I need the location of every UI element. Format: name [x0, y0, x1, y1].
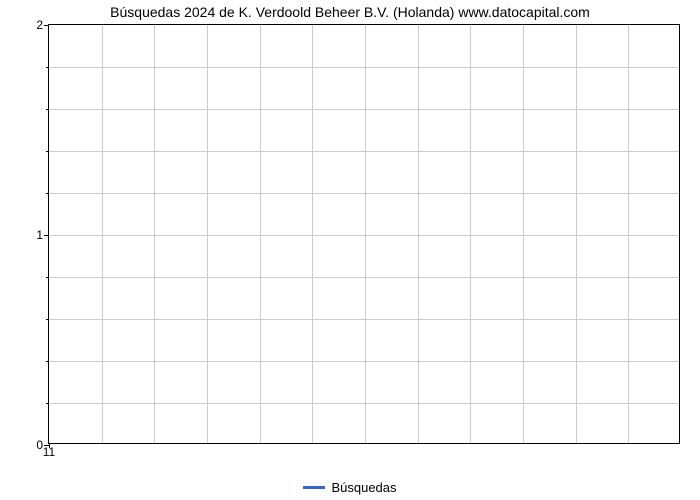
gridline-vertical — [102, 25, 103, 443]
y-minor-tick-mark — [46, 67, 49, 68]
y-minor-tick-mark — [46, 193, 49, 194]
gridline-horizontal — [49, 361, 679, 362]
y-minor-tick-mark — [46, 361, 49, 362]
x-tick-mark — [49, 443, 50, 448]
y-minor-tick-mark — [46, 277, 49, 278]
gridline-vertical — [154, 25, 155, 443]
gridline-vertical — [418, 25, 419, 443]
gridline-horizontal — [49, 193, 679, 194]
chart-title: Búsquedas 2024 de K. Verdoold Beheer B.V… — [0, 4, 700, 20]
gridline-horizontal — [49, 403, 679, 404]
gridline-vertical — [260, 25, 261, 443]
legend-swatch-busquedas — [303, 486, 325, 489]
y-minor-tick-mark — [46, 319, 49, 320]
gridline-vertical — [523, 25, 524, 443]
gridline-horizontal — [49, 109, 679, 110]
gridline-vertical — [207, 25, 208, 443]
y-minor-tick-mark — [46, 403, 49, 404]
y-tick-mark — [44, 25, 49, 26]
y-minor-tick-mark — [46, 151, 49, 152]
gridline-vertical — [470, 25, 471, 443]
plot-area: 01211 — [48, 24, 680, 444]
gridline-horizontal — [49, 67, 679, 68]
gridline-vertical — [312, 25, 313, 443]
gridline-horizontal — [49, 277, 679, 278]
legend-label-busquedas: Búsquedas — [331, 480, 396, 495]
y-minor-tick-mark — [46, 109, 49, 110]
gridline-horizontal — [49, 319, 679, 320]
gridline-vertical — [365, 25, 366, 443]
gridline-vertical — [576, 25, 577, 443]
gridline-horizontal — [49, 235, 679, 236]
gridline-horizontal — [49, 151, 679, 152]
y-tick-mark — [44, 235, 49, 236]
gridline-vertical — [628, 25, 629, 443]
chart-container: Búsquedas 2024 de K. Verdoold Beheer B.V… — [0, 0, 700, 500]
legend: Búsquedas — [0, 480, 700, 495]
